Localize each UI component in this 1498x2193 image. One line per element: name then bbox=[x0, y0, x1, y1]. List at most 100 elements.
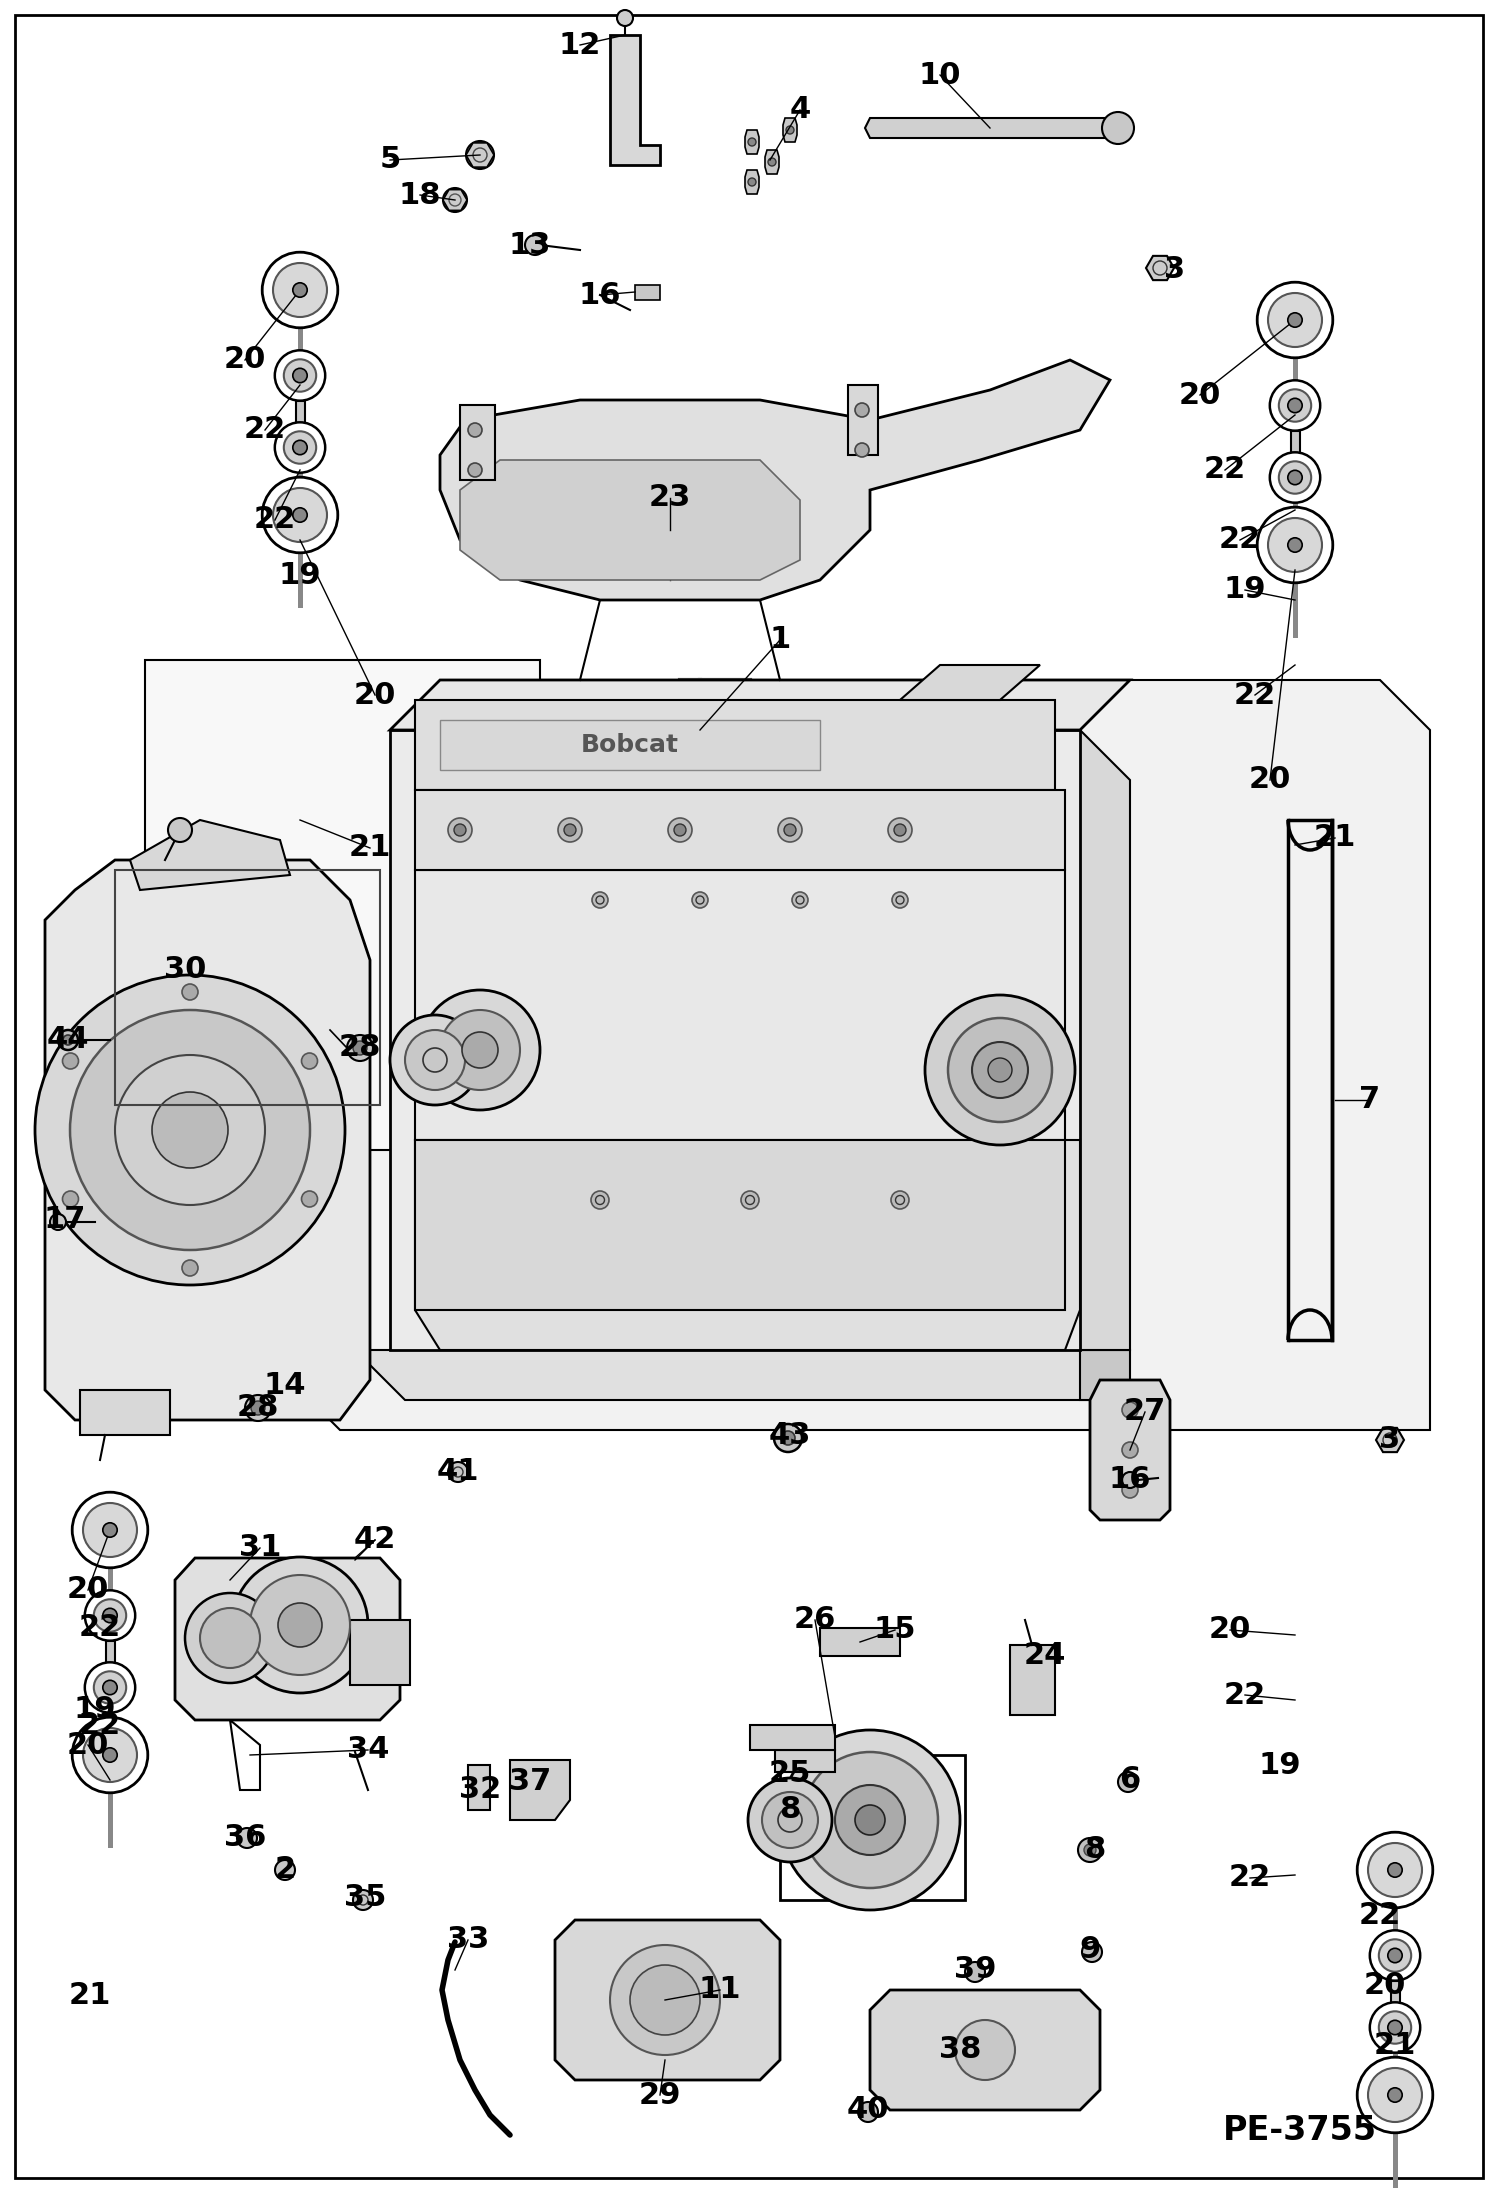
Circle shape bbox=[232, 1557, 369, 1693]
Text: 13: 13 bbox=[509, 230, 551, 259]
Circle shape bbox=[1118, 1772, 1138, 1792]
Text: 20: 20 bbox=[223, 346, 267, 375]
Text: 14: 14 bbox=[264, 1371, 306, 1399]
Circle shape bbox=[72, 1491, 148, 1568]
Circle shape bbox=[855, 1805, 885, 1836]
Polygon shape bbox=[554, 1921, 780, 2079]
Circle shape bbox=[1279, 461, 1311, 493]
Text: 19: 19 bbox=[1258, 1750, 1302, 1779]
Circle shape bbox=[201, 1607, 261, 1669]
Text: 30: 30 bbox=[163, 956, 207, 985]
Text: 3: 3 bbox=[1164, 257, 1185, 285]
Circle shape bbox=[1357, 2057, 1432, 2134]
Circle shape bbox=[668, 818, 692, 842]
Circle shape bbox=[279, 1603, 322, 1647]
Circle shape bbox=[467, 423, 482, 436]
Text: 9: 9 bbox=[1080, 1936, 1101, 1965]
Circle shape bbox=[246, 1395, 271, 1421]
Circle shape bbox=[443, 189, 467, 213]
Text: 36: 36 bbox=[223, 1825, 267, 1853]
Text: 16: 16 bbox=[1109, 1465, 1152, 1493]
Circle shape bbox=[273, 263, 327, 318]
Text: 15: 15 bbox=[873, 1616, 917, 1645]
Circle shape bbox=[82, 1728, 136, 1783]
Circle shape bbox=[461, 1033, 497, 1068]
Text: 2: 2 bbox=[274, 1855, 295, 1884]
Polygon shape bbox=[440, 360, 1110, 601]
Circle shape bbox=[1079, 1838, 1103, 1862]
Text: 29: 29 bbox=[638, 2081, 682, 2110]
Circle shape bbox=[63, 1053, 78, 1068]
Bar bbox=[79, 1390, 169, 1434]
Bar bbox=[351, 1621, 410, 1684]
Text: 21: 21 bbox=[1374, 2031, 1416, 2059]
Circle shape bbox=[1378, 1939, 1411, 1972]
Text: 31: 31 bbox=[238, 1533, 282, 1561]
Circle shape bbox=[592, 1191, 610, 1208]
Circle shape bbox=[1368, 2068, 1422, 2123]
Polygon shape bbox=[509, 1761, 571, 1820]
Text: 22: 22 bbox=[253, 507, 297, 535]
Circle shape bbox=[262, 252, 339, 327]
Polygon shape bbox=[765, 149, 779, 173]
Bar bbox=[819, 1627, 900, 1656]
Polygon shape bbox=[1091, 1379, 1170, 1520]
Polygon shape bbox=[291, 680, 1431, 1430]
Circle shape bbox=[292, 368, 307, 384]
Text: 26: 26 bbox=[794, 1605, 836, 1634]
Circle shape bbox=[151, 1092, 228, 1169]
Text: 19: 19 bbox=[73, 1695, 117, 1724]
Circle shape bbox=[1279, 390, 1311, 421]
Circle shape bbox=[1288, 314, 1302, 327]
Circle shape bbox=[448, 818, 472, 842]
Text: 22: 22 bbox=[1234, 680, 1276, 711]
Text: 4: 4 bbox=[789, 96, 810, 125]
Circle shape bbox=[467, 463, 482, 478]
Circle shape bbox=[354, 1890, 373, 1910]
Text: 21: 21 bbox=[69, 1980, 111, 2009]
Polygon shape bbox=[389, 680, 1129, 730]
Circle shape bbox=[692, 893, 709, 908]
Circle shape bbox=[273, 489, 327, 542]
Bar bbox=[460, 406, 494, 480]
Circle shape bbox=[1122, 1443, 1138, 1458]
Text: 44: 44 bbox=[46, 1026, 90, 1055]
Text: 28: 28 bbox=[237, 1393, 279, 1423]
Circle shape bbox=[948, 1018, 1052, 1123]
Text: 20: 20 bbox=[67, 1575, 109, 1605]
Circle shape bbox=[348, 1035, 373, 1061]
Circle shape bbox=[972, 1042, 1028, 1099]
Circle shape bbox=[1368, 1842, 1422, 1897]
Circle shape bbox=[789, 1803, 806, 1818]
Polygon shape bbox=[870, 1989, 1100, 2110]
Text: 42: 42 bbox=[354, 1526, 395, 1555]
Circle shape bbox=[1357, 1831, 1432, 1908]
Text: 18: 18 bbox=[398, 180, 442, 211]
Circle shape bbox=[1288, 399, 1302, 412]
Circle shape bbox=[762, 1792, 818, 1849]
Bar bbox=[780, 1754, 965, 1899]
Circle shape bbox=[783, 825, 795, 836]
Circle shape bbox=[674, 825, 686, 836]
Circle shape bbox=[1378, 2011, 1411, 2044]
Bar bbox=[145, 660, 539, 1149]
Circle shape bbox=[774, 1423, 801, 1452]
Text: Bobcat: Bobcat bbox=[581, 732, 679, 757]
Circle shape bbox=[94, 1671, 126, 1704]
Circle shape bbox=[1270, 379, 1320, 430]
Circle shape bbox=[742, 1191, 759, 1208]
Circle shape bbox=[1267, 518, 1323, 572]
Text: 20: 20 bbox=[1249, 765, 1291, 794]
Circle shape bbox=[610, 1945, 721, 2055]
Circle shape bbox=[85, 1662, 135, 1713]
Circle shape bbox=[1387, 1862, 1402, 1877]
Circle shape bbox=[777, 818, 801, 842]
Polygon shape bbox=[355, 1351, 1129, 1399]
Text: 19: 19 bbox=[279, 561, 321, 590]
Circle shape bbox=[989, 1057, 1013, 1081]
Circle shape bbox=[1085, 1844, 1097, 1855]
Circle shape bbox=[301, 1191, 318, 1206]
Text: 40: 40 bbox=[846, 2097, 890, 2125]
Text: 22: 22 bbox=[1219, 526, 1261, 555]
Circle shape bbox=[780, 1730, 960, 1910]
